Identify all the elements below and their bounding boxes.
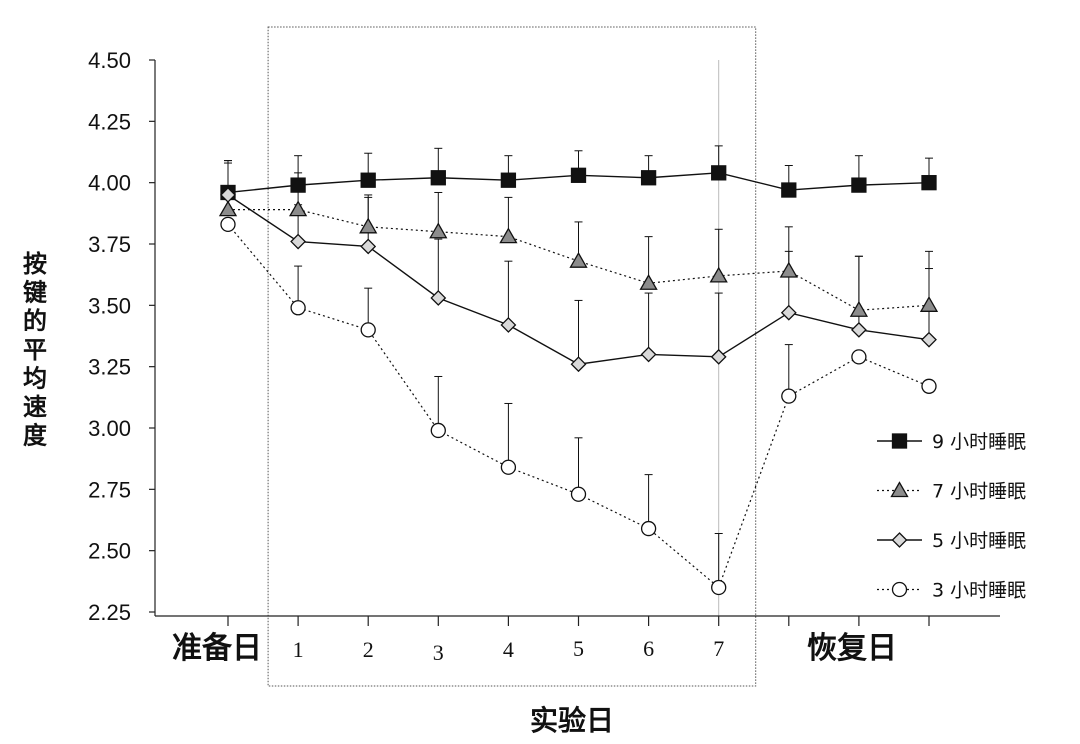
data-point (429, 222, 448, 239)
data-point (359, 217, 378, 234)
y-tick-label: 3.75 (88, 232, 131, 257)
data-point (850, 321, 867, 338)
data-point (500, 317, 517, 333)
data-point (220, 216, 236, 233)
data-point (290, 300, 306, 316)
legend-item: 9 小时睡眠 (877, 431, 1026, 453)
data-point (640, 346, 657, 363)
y-axis-label-char: 按 (23, 250, 47, 278)
x-tick-label: 6 (643, 636, 654, 661)
y-axis-label-char: 平 (23, 336, 47, 364)
tick-labels: 2.25 2.50 2.75 3.00 3.25 3.50 3.75 4.00 4.25 4.50… (88, 48, 897, 666)
x-tick-label: 7 (713, 636, 724, 661)
data-point (290, 233, 307, 250)
y-tick-label: 2.25 (88, 600, 131, 625)
data-point (290, 177, 306, 193)
y-tick-label: 2.50 (88, 539, 131, 564)
legend-item: 3 小时睡眠 (877, 580, 1026, 602)
data-point (780, 304, 797, 321)
data-point (710, 348, 727, 365)
data-point (430, 170, 446, 186)
x-tick-label: 4 (503, 637, 514, 662)
legend-marker (891, 433, 908, 449)
data-point (640, 520, 657, 537)
data-point (711, 165, 727, 181)
data-point (570, 356, 587, 373)
y-tick-label: 4.50 (88, 48, 131, 73)
legend-item: 5 小时睡眠 (877, 530, 1026, 552)
data-point (640, 170, 657, 186)
data-point (288, 200, 308, 217)
y-axis-label-char: 度 (23, 422, 48, 450)
highlight-region (267, 26, 757, 687)
y-tick-label: 3.25 (88, 355, 131, 380)
data-point (218, 200, 238, 217)
y-tick-label: 4.00 (88, 171, 131, 196)
data-point (500, 459, 517, 475)
legend-label: 7 小时睡眠 (932, 481, 1026, 503)
legend-label: 9 小时睡眠 (932, 431, 1026, 453)
data-point (851, 177, 867, 193)
data-point (781, 388, 797, 404)
data-point (711, 579, 727, 596)
data-point (360, 238, 377, 255)
data-point (360, 172, 376, 188)
y-axis-label-char: 键 (23, 279, 47, 307)
data-point (781, 182, 797, 198)
axes (149, 59, 1000, 626)
data-point (500, 172, 517, 188)
x-tick-label: 恢复日 (807, 631, 897, 666)
data-point (921, 331, 937, 348)
legend-marker (891, 581, 908, 598)
legend-marker (890, 481, 909, 498)
legend-item: 7 小时睡眠 (877, 481, 1026, 503)
data-point (639, 273, 658, 290)
x-tick-label: 2 (363, 637, 374, 662)
y-tick-label: 4.25 (88, 109, 131, 134)
legend-marker (891, 532, 908, 548)
legend-label: 5 小时睡眠 (932, 530, 1026, 552)
data-point (921, 378, 937, 394)
x-tick-label: 5 (573, 636, 584, 661)
data-point (430, 422, 446, 439)
data-point (220, 187, 236, 203)
data-point (921, 175, 937, 191)
x-tick-label: 准备日 (172, 631, 262, 666)
highlight-box (267, 26, 757, 687)
y-tick-label: 2.75 (88, 477, 131, 502)
data-point (430, 290, 447, 306)
legend-label: 3 小时睡眠 (932, 580, 1026, 602)
y-tick-label: 3.00 (88, 416, 131, 441)
x-tick-label: 3 (433, 640, 444, 665)
data-point (569, 251, 588, 268)
y-axis-label-char: 的 (23, 307, 47, 335)
series-markers (218, 165, 939, 596)
data-point (849, 300, 869, 317)
data-point (570, 167, 587, 183)
data-point (360, 322, 376, 338)
legend: 9 小时睡眠 7 小时睡眠 5 小时睡眠 3 小时睡眠 (877, 431, 1026, 602)
data-point (570, 486, 587, 502)
data-point (709, 266, 728, 283)
series-line-3 (227, 223, 930, 589)
y-tick-label: 3.50 (88, 293, 131, 318)
x-axis-label: 实验日 (530, 704, 614, 737)
data-point (919, 296, 939, 312)
data-point (499, 227, 518, 244)
y-axis-label-char: 速 (23, 393, 47, 421)
x-tick-label: 1 (293, 637, 304, 662)
data-point (851, 349, 867, 365)
data-point (779, 261, 798, 278)
y-axis-label-char: 均 (23, 364, 47, 392)
